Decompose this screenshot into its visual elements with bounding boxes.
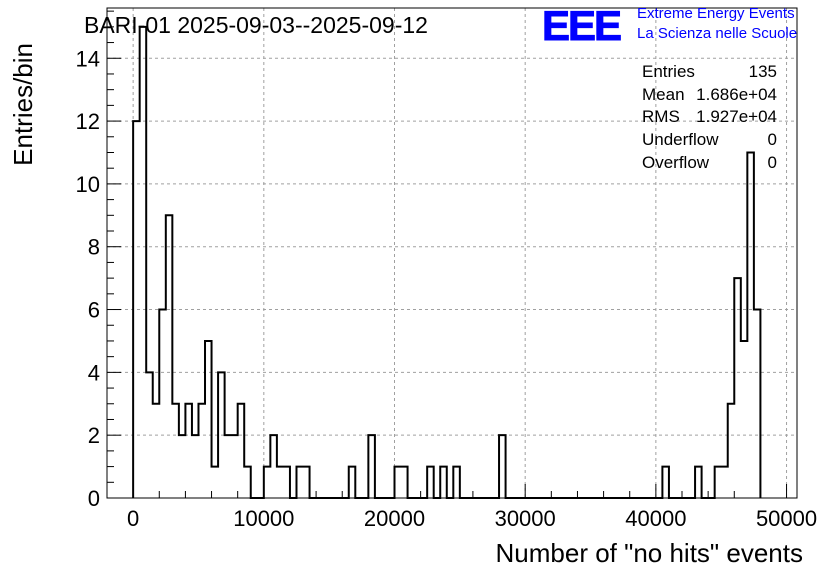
x-tick-label: 30000 — [495, 506, 556, 531]
y-axis-label: Entries/bin — [8, 43, 38, 166]
stats-box: Entries 135 Mean 1.686e+04 RMS 1.927e+04… — [642, 62, 777, 172]
histogram-bin — [741, 341, 748, 498]
x-tick-labels: 0 10000 20000 30000 40000 50000 — [127, 506, 817, 531]
x-tick-label: 40000 — [625, 506, 686, 531]
y-tick-label: 4 — [88, 360, 100, 385]
grid-lines — [107, 8, 797, 498]
y-tick-label: 0 — [88, 486, 100, 511]
x-tick-label: 10000 — [233, 506, 294, 531]
histogram-bin — [277, 467, 284, 498]
stat-entries-value: 135 — [749, 62, 777, 81]
stat-rms-label: RMS — [642, 107, 680, 126]
histogram-bin — [212, 467, 219, 498]
y-tick-labels: 0 2 4 6 8 10 12 14 — [76, 46, 100, 511]
histogram-bin — [192, 435, 199, 498]
x-tick-label: 0 — [127, 506, 139, 531]
histogram-bin — [179, 435, 186, 498]
y-tick-label: 12 — [76, 109, 100, 134]
stat-rms-value: 1.927e+04 — [696, 107, 777, 126]
axes — [106, 7, 798, 499]
eee-logo: EEE Extreme Energy Events La Scienza nel… — [542, 2, 798, 50]
y-tick-label: 6 — [88, 298, 100, 323]
stat-mean-label: Mean — [642, 85, 685, 104]
stat-mean-value: 1.686e+04 — [696, 85, 777, 104]
x-tick-label: 50000 — [756, 506, 817, 531]
x-axis-label: Number of "no hits" events — [496, 538, 804, 568]
histogram-bin — [721, 467, 728, 498]
plot-frame — [106, 7, 798, 499]
stat-overflow-label: Overflow — [642, 153, 710, 172]
stat-underflow-label: Underflow — [642, 130, 719, 149]
stat-overflow-value: 0 — [768, 153, 777, 172]
histogram-bin — [231, 435, 238, 498]
chart-title: BARI-01 2025-09-03--2025-09-12 — [84, 12, 428, 38]
y-tick-label: 14 — [76, 46, 100, 71]
y-tick-label: 2 — [88, 423, 100, 448]
y-tick-label: 8 — [88, 235, 100, 260]
stat-entries-label: Entries — [642, 62, 695, 81]
x-tick-label: 20000 — [364, 506, 425, 531]
y-tick-label: 10 — [76, 172, 100, 197]
logo-line-1: Extreme Energy Events — [637, 5, 795, 22]
logo-line-2: La Scienza nelle Scuole — [637, 25, 797, 42]
eee-logo-letters: EEE — [542, 2, 621, 49]
histogram-bin — [153, 404, 160, 498]
histogram-bin — [225, 435, 232, 498]
stat-underflow-value: 0 — [768, 130, 777, 149]
